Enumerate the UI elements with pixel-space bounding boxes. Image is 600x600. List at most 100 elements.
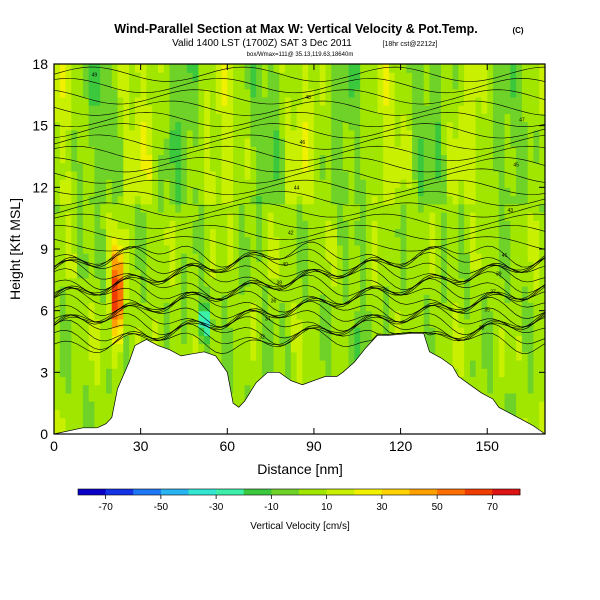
velocity-cell bbox=[308, 129, 315, 139]
velocity-cell bbox=[331, 244, 338, 254]
velocity-cell bbox=[308, 327, 315, 336]
colorbar-tick-label: -10 bbox=[264, 502, 279, 513]
velocity-cell bbox=[261, 351, 269, 361]
velocity-cell bbox=[227, 212, 234, 221]
velocity-cell bbox=[82, 343, 90, 353]
velocity-cell bbox=[279, 343, 286, 353]
velocity-cell bbox=[394, 154, 402, 164]
velocity-cell bbox=[157, 327, 165, 336]
velocity-cell bbox=[504, 401, 511, 410]
velocity-cell bbox=[163, 277, 171, 287]
velocity-cell bbox=[498, 360, 506, 369]
velocity-cell bbox=[521, 310, 529, 320]
velocity-cell bbox=[389, 88, 396, 98]
velocity-cell bbox=[469, 187, 477, 197]
velocity-cell bbox=[54, 401, 61, 410]
velocity-cell bbox=[227, 236, 234, 246]
velocity-cell bbox=[342, 220, 350, 230]
velocity-cell bbox=[394, 318, 402, 328]
velocity-cell bbox=[481, 318, 488, 328]
velocity-cell bbox=[146, 113, 153, 123]
velocity-cell bbox=[273, 286, 280, 295]
isentrope-line bbox=[54, 236, 545, 252]
velocity-cell bbox=[175, 154, 182, 164]
velocity-cell bbox=[146, 88, 153, 98]
velocity-cell bbox=[59, 96, 67, 106]
velocity-cell bbox=[331, 261, 338, 271]
velocity-cell bbox=[417, 228, 425, 238]
velocity-cell bbox=[539, 113, 545, 123]
velocity-cell bbox=[389, 310, 396, 320]
velocity-cell bbox=[82, 351, 90, 361]
velocity-cell bbox=[475, 162, 483, 172]
velocity-cell bbox=[198, 195, 205, 205]
velocity-cell bbox=[71, 368, 78, 378]
velocity-cell bbox=[446, 212, 454, 221]
velocity-cell bbox=[111, 351, 119, 361]
velocity-cell bbox=[59, 146, 67, 156]
velocity-cell bbox=[88, 417, 96, 427]
velocity-cell bbox=[238, 220, 246, 230]
velocity-cell bbox=[250, 343, 257, 353]
velocity-cell bbox=[423, 236, 431, 246]
velocity-cell bbox=[394, 113, 402, 123]
velocity-cell bbox=[406, 138, 413, 147]
velocity-cell bbox=[77, 244, 84, 254]
velocity-cell bbox=[82, 179, 90, 188]
velocity-cell bbox=[215, 138, 223, 147]
velocity-cell bbox=[204, 105, 211, 114]
velocity-cell bbox=[383, 154, 390, 164]
velocity-cell bbox=[134, 286, 142, 295]
velocity-cell bbox=[290, 327, 298, 336]
velocity-cell bbox=[71, 96, 78, 106]
velocity-cell bbox=[175, 212, 182, 221]
velocity-cell bbox=[337, 351, 344, 361]
velocity-cell bbox=[481, 162, 488, 172]
velocity-cell bbox=[134, 105, 142, 114]
chart-subtitle-run: [18hr cst@2212z] bbox=[383, 41, 438, 48]
velocity-cell bbox=[487, 286, 494, 295]
velocity-cell bbox=[71, 179, 78, 188]
velocity-cell bbox=[221, 343, 228, 353]
velocity-cell bbox=[123, 113, 130, 123]
velocity-cell bbox=[94, 360, 101, 369]
velocity-cell bbox=[71, 72, 78, 82]
velocity-cell bbox=[441, 138, 448, 147]
isentrope-line bbox=[54, 78, 545, 94]
velocity-cell bbox=[348, 203, 355, 213]
velocity-cell bbox=[94, 220, 101, 230]
velocity-cell bbox=[360, 64, 367, 73]
velocity-cell bbox=[331, 212, 338, 221]
velocity-cell bbox=[209, 179, 217, 188]
velocity-cell bbox=[181, 294, 188, 304]
velocity-cell bbox=[233, 162, 240, 172]
velocity-cell bbox=[539, 105, 545, 114]
velocity-cell bbox=[423, 80, 431, 90]
velocity-cell bbox=[82, 384, 90, 394]
velocity-cell bbox=[539, 401, 545, 410]
velocity-cell bbox=[77, 203, 84, 213]
velocity-cell bbox=[94, 72, 101, 82]
velocity-cell bbox=[117, 162, 124, 172]
velocity-cell bbox=[493, 195, 500, 205]
velocity-cell bbox=[446, 154, 454, 164]
colorbar-swatch bbox=[216, 489, 245, 495]
velocity-cell bbox=[140, 96, 148, 106]
velocity-cell bbox=[215, 220, 223, 230]
velocity-cell bbox=[250, 88, 257, 98]
velocity-cell bbox=[475, 154, 483, 164]
velocity-cell bbox=[244, 236, 251, 246]
velocity-cell bbox=[342, 277, 350, 287]
velocity-cell bbox=[464, 146, 471, 156]
velocity-cell bbox=[533, 72, 540, 82]
velocity-cell bbox=[325, 146, 332, 156]
velocity-cell bbox=[389, 253, 396, 262]
velocity-cell bbox=[250, 261, 257, 271]
velocity-cell bbox=[77, 220, 84, 230]
velocity-cell bbox=[290, 113, 298, 123]
velocity-cell bbox=[192, 310, 200, 320]
velocity-cell bbox=[261, 162, 269, 172]
velocity-cell bbox=[140, 179, 148, 188]
velocity-cell bbox=[308, 80, 315, 90]
velocity-cell bbox=[527, 203, 535, 213]
